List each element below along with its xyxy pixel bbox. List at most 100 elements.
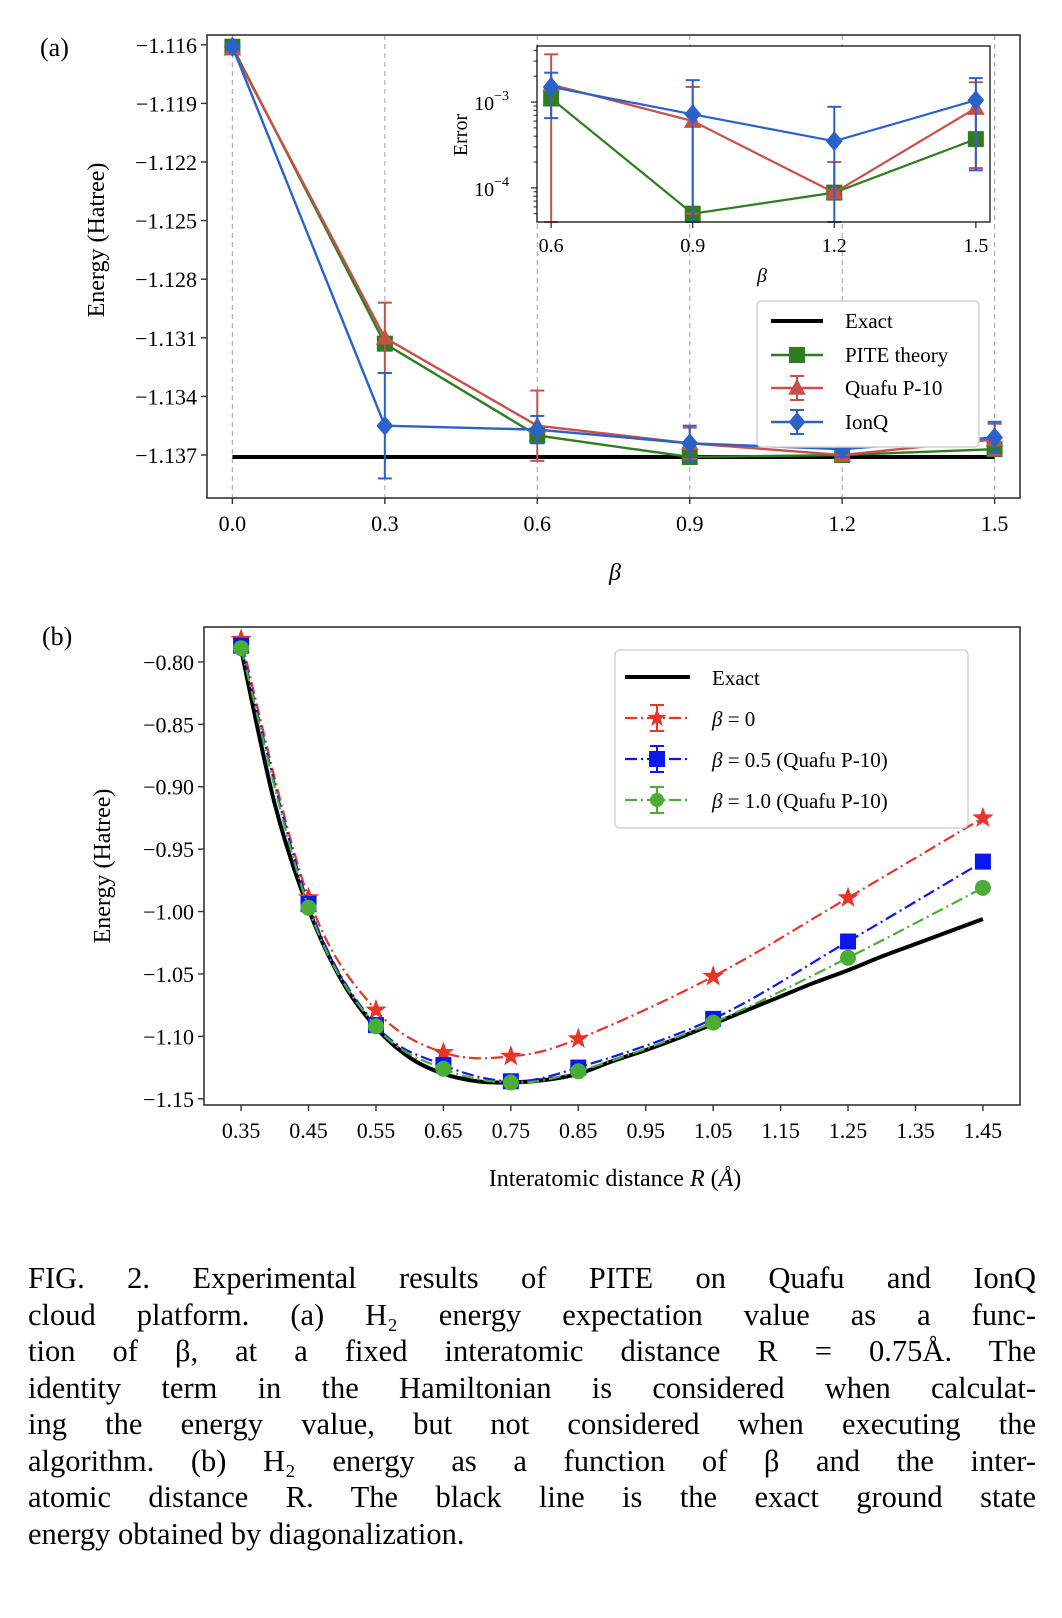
inset-y-tick-label: 10−4 xyxy=(474,175,509,201)
figure-caption: FIG. 2. Experimental results of PITE on … xyxy=(28,1260,1036,1552)
b-axes-frame xyxy=(203,626,1021,1106)
legend-label: β = 0.5 (Quafu P-10) xyxy=(711,748,888,772)
a-y-tick-label: −1.131 xyxy=(135,326,197,351)
inset-ionq-point xyxy=(825,131,843,152)
a-axes-frame xyxy=(206,34,1021,499)
legend-label: β = 1.0 (Quafu P-10) xyxy=(711,789,888,813)
inset-plot-area xyxy=(542,53,985,223)
a-x-tick-label: 1.5 xyxy=(981,511,1009,536)
b-x-axis-label-part: R xyxy=(689,1166,705,1192)
b-x-tick-label: 1.35 xyxy=(896,1118,935,1143)
inset-background xyxy=(535,47,990,222)
legend-label: IonQ xyxy=(845,410,888,434)
a-y-tick-label: −1.122 xyxy=(135,150,197,175)
b-y-tick-label: −0.80 xyxy=(143,650,194,675)
a-legend: Exact PITE theory Quafu P-10 IonQ xyxy=(756,300,980,448)
inset-x-tick-label: 0.6 xyxy=(539,235,564,257)
panel-a-label: (a) xyxy=(40,33,69,62)
b-beta-1-0-point xyxy=(502,1074,519,1091)
a-axes: −1.116 −1.119 −1.122 −1.125 −1.128 −1.131 −1.1… xyxy=(135,33,1021,536)
a-y-tick-label: −1.128 xyxy=(135,267,197,292)
a-ionq-point xyxy=(986,427,1003,448)
inset-ionq-point xyxy=(967,90,985,111)
a-y-tick-label: −1.125 xyxy=(135,209,197,234)
a-x-tick-label: 0.9 xyxy=(676,511,704,536)
a-legend-item-ionq: IonQ xyxy=(771,409,888,435)
caption-line: ing the energy value, but not considered… xyxy=(28,1407,1036,1441)
b-series-exact-curve xyxy=(239,649,984,1085)
legend-label-rest: = 1.0 (Quafu P-10) xyxy=(722,789,887,813)
a-legend-item-quafu-p-10: Quafu P-10 xyxy=(771,375,942,401)
b-x-axis-label-part: Interatomic distance xyxy=(489,1166,690,1192)
b-beta-1-0-point xyxy=(435,1060,452,1077)
legend-label-beta: β xyxy=(711,748,723,772)
legend-label-beta: β xyxy=(711,789,723,813)
a-legend-item-pite-theory: PITE theory xyxy=(771,343,949,367)
legend-label: Exact xyxy=(845,309,893,333)
inset-y-axis-label: Error xyxy=(450,114,472,157)
b-x-axis-label-part: Å xyxy=(717,1166,734,1192)
inset-axes: 10−3 10−4 0.6 0.9 1.2 1.5 xyxy=(474,45,991,257)
a-inset: 10−3 10−4 0.6 0.9 1.2 1.5 Error β xyxy=(450,45,991,287)
b-beta-0-point xyxy=(500,1045,522,1066)
b-x-tick-label: 0.95 xyxy=(626,1118,665,1143)
b-x-tick-label: 0.45 xyxy=(289,1118,328,1143)
b-beta-1-0-point xyxy=(705,1014,722,1031)
inset-series-pite-theory-line xyxy=(550,97,977,215)
b-x-axis-label-part: ) xyxy=(733,1166,741,1192)
inset-ionq-point xyxy=(684,104,702,125)
b-beta-1-0-point xyxy=(570,1063,587,1080)
a-ionq-point xyxy=(376,415,394,436)
inset-x-tick-label: 1.5 xyxy=(963,235,988,257)
inset-ionq-point xyxy=(542,76,560,97)
inset-series-quafu-p-10-line xyxy=(550,83,977,194)
b-y-tick-label: −0.85 xyxy=(143,712,194,737)
a-ionq-point xyxy=(681,433,699,454)
a-quafu-p-10-point xyxy=(376,328,394,345)
b-y-axis-label: Energy (Hatree) xyxy=(90,789,116,944)
b-x-tick-label: 0.55 xyxy=(357,1118,396,1143)
b-beta-1-0-point xyxy=(367,1018,384,1035)
b-beta-1-0-point xyxy=(974,879,991,896)
a-x-tick-label: 0.6 xyxy=(524,511,552,536)
b-x-tick-label: 0.85 xyxy=(559,1118,598,1143)
legend-marker xyxy=(788,412,806,432)
b-x-tick-label: 1.25 xyxy=(829,1118,868,1143)
b-x-axis-label-part: ( xyxy=(705,1166,719,1192)
a-y-tick-label: −1.116 xyxy=(136,33,197,58)
b-y-tick-label: −0.90 xyxy=(143,775,194,800)
a-legend-frame xyxy=(756,300,980,448)
a-y-tick-label: −1.119 xyxy=(136,91,197,116)
panel-b-label: (b) xyxy=(42,622,72,651)
b-y-tick-label: −1.10 xyxy=(143,1024,194,1049)
b-beta-0-5-point xyxy=(974,853,991,870)
b-beta-0-point xyxy=(702,965,724,986)
a-y-tick-label: −1.134 xyxy=(135,384,197,409)
b-beta-0-point xyxy=(567,1027,589,1048)
a-legend-item-exact: Exact xyxy=(771,309,893,333)
legend-label: Quafu P-10 xyxy=(845,376,942,400)
b-x-tick-label: 0.65 xyxy=(424,1118,463,1143)
b-x-axis-label: Interatomic distance R (Å) xyxy=(489,1166,742,1192)
b-y-tick-label: −1.00 xyxy=(143,900,194,925)
b-x-tick-label: 1.05 xyxy=(694,1118,733,1143)
inset-y-tick-label: 10−3 xyxy=(474,89,509,115)
caption-line: tion of β, at a fixed interatomic distan… xyxy=(28,1334,1036,1368)
caption-line: energy obtained by diagonalization. xyxy=(28,1516,465,1551)
a-ionq-point xyxy=(528,419,546,440)
caption-line: atomic distance R. The black line is the… xyxy=(28,1480,1036,1514)
a-x-tick-label: 1.2 xyxy=(828,511,856,536)
legend-label-rest: = 0.5 (Quafu P-10) xyxy=(722,748,887,772)
b-plot-area xyxy=(230,628,994,1091)
legend-label-rest: = 0 xyxy=(722,707,755,731)
inset-y-tick-exponent: −3 xyxy=(494,89,509,104)
figure-canvas: (a) −1.116 −1.119 −1.122 −1.125 −1.128 −1.131… xyxy=(40,33,1021,1192)
panel-a: (a) −1.116 −1.119 −1.122 −1.125 −1.128 −1.131… xyxy=(40,33,1021,586)
a-x-tick-label: 0.0 xyxy=(219,511,247,536)
b-beta-0-5-point xyxy=(840,933,857,950)
b-x-tick-label: 1.45 xyxy=(964,1118,1003,1143)
legend-marker xyxy=(650,793,664,807)
legend-label: Exact xyxy=(712,666,760,690)
b-legend-item-exact: Exact xyxy=(625,666,760,690)
a-y-axis-label: Energy (Hatree) xyxy=(84,163,110,318)
